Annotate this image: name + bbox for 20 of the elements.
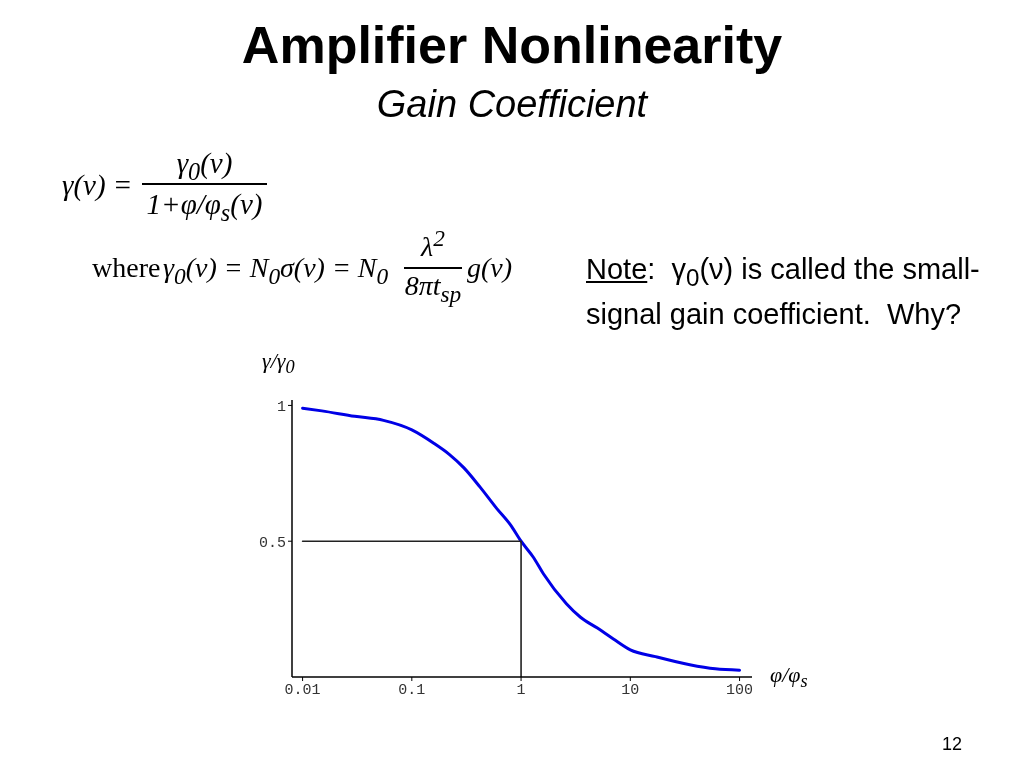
x-axis-title: φ/φ$_{s}$ (770, 662, 808, 692)
chart-subtitle: Gain Coefficient (376, 83, 648, 125)
text: 8πt$_{sp}$ (404, 270, 462, 307)
text: γ(ν) = (62, 169, 133, 201)
y-tick-label: 0.5 (258, 534, 286, 552)
x-tick-label: 100 (726, 681, 754, 699)
text: 1+φ/φ$_{s}$(ν) (146, 188, 263, 226)
x-tick-label: 0.01 (284, 681, 321, 699)
y-axis-title: γ/γ$_{0}$ (262, 348, 295, 378)
text: g(ν) (467, 252, 513, 283)
text: where (92, 252, 161, 283)
text: λ$^{2}$ (421, 225, 445, 263)
x-tick-label: 0.1 (398, 681, 426, 699)
text: γ$_{0}$(ν) = N$_{0}$σ(ν) = N$_{0}$ (163, 252, 389, 289)
x-tick-label: 1 (516, 681, 526, 699)
text: 12 (942, 734, 963, 754)
text: γ$_{0}$(ν) (176, 147, 233, 185)
chart-title: Amplifier Nonlinearity (241, 16, 783, 74)
text: Note: γ$_{0}$(ν) is called the small-signal gain coefficient. Why? (586, 253, 980, 330)
x-tick-label: 10 (621, 681, 640, 699)
